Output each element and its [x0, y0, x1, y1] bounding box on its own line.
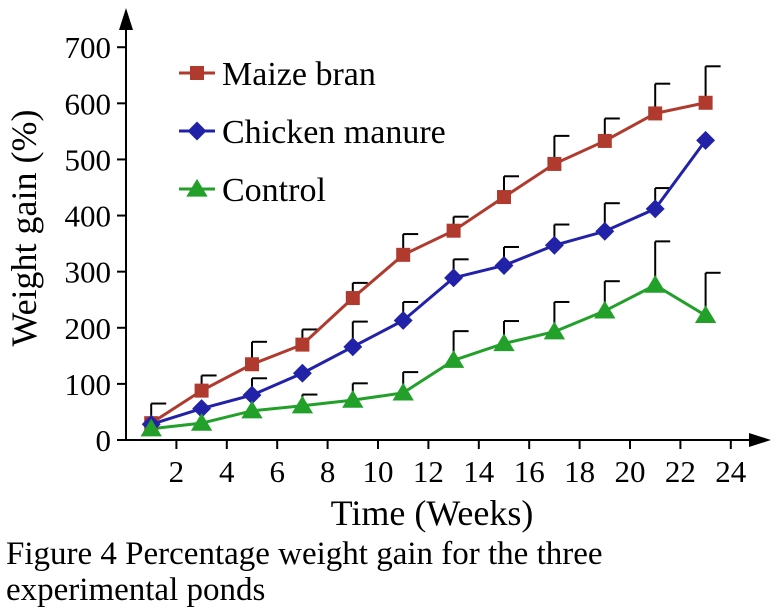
control-point [140, 418, 162, 437]
control-error-bar [654, 240, 671, 286]
y-axis-label: Weight gain (%) [4, 109, 44, 346]
control-point [241, 400, 263, 419]
series-lines [150, 101, 707, 431]
caption-line-1: Figure 4 Percentage weight gain for the … [6, 536, 603, 572]
maize-bran-point [648, 106, 663, 121]
control-point [644, 274, 666, 293]
chicken-manure-point [292, 363, 312, 383]
x-tick-label: 10 [363, 454, 394, 489]
chicken-manure-point [544, 235, 564, 255]
control-point [190, 413, 213, 431]
y-tick-label: 700 [65, 30, 112, 65]
maize-bran-point [597, 133, 612, 148]
chicken-manure-point [192, 399, 212, 419]
y-tick-label: 0 [96, 423, 112, 458]
error-bars [150, 65, 721, 424]
y-tick-label: 100 [65, 367, 112, 402]
control-point [442, 350, 465, 368]
chicken-manure-point [595, 221, 615, 241]
y-axis-arrow [119, 8, 133, 30]
y-tick-label: 500 [65, 142, 112, 177]
control-point [291, 395, 314, 414]
x-tick-label: 4 [219, 454, 235, 489]
y-tick-label: 300 [65, 255, 112, 290]
legend-item-maize-bran: Maize bran [179, 56, 376, 93]
legend-label: Control [222, 172, 326, 209]
x-axis-arrow [749, 433, 771, 447]
x-axis-label: Time (Weeks) [331, 493, 534, 533]
x-tick-label: 12 [413, 454, 444, 489]
chicken-manure-point [343, 337, 363, 357]
legend-item-chicken-manure: Chicken manure [179, 114, 446, 151]
maize-bran-point [194, 383, 209, 398]
chicken-manure-point [444, 268, 464, 288]
x-tick-label: 6 [269, 454, 285, 489]
control-point [594, 300, 616, 319]
x-tick-label: 24 [715, 454, 747, 489]
legend-label: Maize bran [222, 56, 376, 93]
legend-item-control: Control [179, 172, 326, 209]
maize-bran-point [497, 190, 511, 205]
x-tick-label: 2 [169, 454, 185, 489]
control-point [342, 390, 364, 408]
y-tick-label: 200 [65, 311, 112, 346]
control-point [493, 333, 515, 352]
x-tick-label: 16 [514, 454, 545, 489]
maize-bran-point [345, 291, 360, 306]
series-markers [140, 95, 717, 437]
x-tick-label: 18 [564, 454, 595, 489]
x-tick-label: 22 [665, 454, 696, 489]
chicken-manure-point [696, 130, 716, 150]
chicken-manure-point [494, 256, 514, 275]
chicken-manure-point [645, 199, 665, 219]
chart: 2 4 6 8 10 12 14 16 18 20 22 2401002003004005006007… [4, 8, 771, 533]
axes [119, 8, 771, 447]
legend-marker [190, 66, 204, 80]
chicken-manure-point [393, 311, 413, 330]
chicken-manure-point [242, 385, 262, 405]
control-point [392, 382, 414, 401]
legend-marker [186, 178, 208, 197]
legend-marker [187, 121, 207, 141]
y-tick-label: 400 [65, 199, 112, 234]
maize-bran-point [547, 156, 562, 171]
x-tick-label: 20 [615, 454, 646, 489]
maize-bran-point [245, 357, 259, 372]
control-line [151, 283, 707, 431]
legend: Maize bran Chicken manure Control [179, 56, 446, 209]
maize-bran-point [295, 337, 310, 352]
figure-caption: Figure 4 Percentage weight gain for the … [6, 536, 776, 608]
maize-bran-line [150, 101, 706, 425]
x-tick-label: 8 [320, 454, 336, 489]
control-point [543, 321, 566, 340]
chicken-manure-line [150, 139, 707, 426]
maize-bran-point [446, 223, 461, 238]
maize-bran-point [396, 247, 411, 262]
caption-line-2: experimental ponds [6, 572, 266, 608]
maize-bran-point [698, 95, 713, 110]
y-tick-label: 600 [65, 86, 112, 121]
legend-label: Chicken manure [222, 114, 446, 151]
control-point [694, 305, 717, 324]
axis-ticks: 2 4 6 8 10 12 14 16 18 20 22 2401002003004005006007… [65, 30, 747, 489]
x-tick-label: 14 [463, 454, 495, 489]
